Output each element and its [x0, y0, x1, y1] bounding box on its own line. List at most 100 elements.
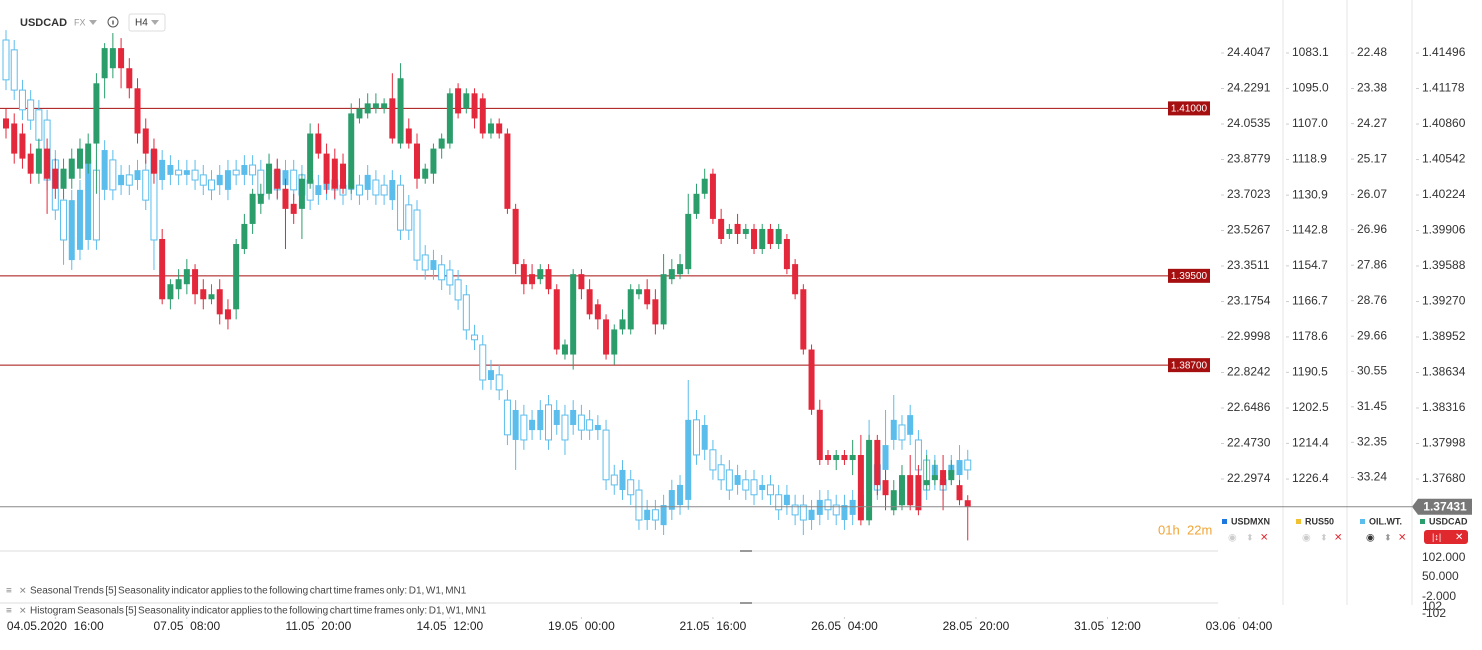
- candle-body: [397, 184, 405, 231]
- candle-body: [619, 319, 626, 330]
- indicator-menu-icon[interactable]: ≡: [6, 606, 12, 617]
- candle-body: [224, 309, 231, 320]
- candle-body: [405, 204, 413, 231]
- candle-body: [159, 238, 166, 300]
- pane-handle[interactable]: [740, 550, 752, 552]
- candle-body: [882, 480, 889, 496]
- candle-body: [849, 455, 856, 461]
- candle-body: [611, 329, 618, 355]
- candle-body: [808, 349, 815, 410]
- legend-swatch: [1420, 519, 1425, 524]
- candle-body: [529, 274, 536, 285]
- move-icon[interactable]: ⬍: [1246, 532, 1254, 542]
- y-tick-label: 23.7023: [1227, 187, 1271, 201]
- candle-body: [923, 480, 930, 486]
- candle-body: [832, 504, 840, 516]
- candle-body: [956, 460, 963, 476]
- candle-body: [356, 108, 363, 119]
- move-icon[interactable]: ⬍: [1384, 532, 1392, 542]
- candle-body: [126, 68, 133, 89]
- candle-body: [890, 490, 897, 511]
- candle-body: [19, 133, 26, 159]
- indicator-menu-icon[interactable]: ≡: [6, 586, 12, 597]
- candle-body: [274, 168, 281, 189]
- candle-body: [742, 228, 749, 234]
- candle-body: [931, 475, 938, 481]
- series-menu[interactable]: [1424, 530, 1468, 544]
- candle-body: [610, 474, 618, 486]
- candle-body: [841, 455, 848, 461]
- candle-body: [824, 499, 832, 511]
- y-tick-label: 1130.9: [1292, 187, 1328, 201]
- move-icon[interactable]: ⬍: [1320, 532, 1328, 542]
- candle-body: [849, 499, 856, 515]
- remove-icon[interactable]: ✕: [1398, 533, 1406, 544]
- candle-body: [381, 103, 388, 109]
- candle-body: [841, 505, 848, 521]
- candle-body: [101, 48, 108, 79]
- timeframe-box[interactable]: [128, 13, 166, 32]
- candle-body: [290, 169, 298, 191]
- dropdown-icon[interactable]: [89, 20, 97, 25]
- candle-body: [479, 98, 486, 134]
- y-tick-label: 22.2974: [1227, 471, 1271, 485]
- candle-body: [471, 93, 478, 119]
- candle-body: [586, 419, 594, 431]
- remove-icon[interactable]: ✕: [1334, 533, 1342, 544]
- candle-body: [660, 274, 667, 325]
- candle-body: [495, 374, 503, 391]
- visibility-icon[interactable]: ◉: [1302, 533, 1311, 544]
- candle-body: [964, 459, 972, 471]
- candle-body: [487, 123, 494, 134]
- candle-body: [175, 279, 182, 290]
- candle-body: [167, 165, 174, 175]
- dropdown-icon: [151, 20, 159, 25]
- candle-body: [372, 103, 379, 109]
- y-tick-label: 24.27: [1357, 116, 1387, 130]
- info-icon[interactable]: [107, 16, 119, 28]
- remove-icon[interactable]: ✕: [1260, 533, 1268, 544]
- candle-body: [520, 414, 528, 441]
- indicator-remove-icon[interactable]: ✕: [19, 605, 27, 615]
- candle-body: [60, 168, 67, 189]
- candle-body: [282, 188, 289, 209]
- legend-label: RUS50: [1305, 516, 1334, 526]
- candle-body: [372, 179, 380, 196]
- candle-body: [825, 455, 831, 461]
- legend-swatch: [1360, 519, 1365, 524]
- candle-body: [577, 414, 585, 431]
- level-label: 1.39500: [1171, 271, 1208, 282]
- candle-body: [701, 424, 708, 450]
- legend-label: USDMXN: [1231, 516, 1270, 526]
- candle-body: [142, 128, 149, 154]
- candle-body: [331, 158, 338, 189]
- candle-body: [438, 264, 446, 281]
- candle-body: [627, 289, 634, 330]
- pane-handle[interactable]: [740, 602, 752, 604]
- candle-body: [734, 475, 741, 485]
- candle-body: [570, 409, 577, 425]
- visibility-icon[interactable]: ◉: [1366, 533, 1375, 544]
- y-tick-label: 23.1754: [1227, 294, 1271, 308]
- y-tick-label: 24.2291: [1227, 81, 1271, 95]
- candle-body: [241, 223, 248, 250]
- candle-body: [389, 98, 396, 139]
- visibility-icon[interactable]: ◉: [1228, 533, 1237, 544]
- candle-body: [118, 174, 125, 186]
- candle-body: [537, 269, 544, 280]
- candle-body: [35, 148, 42, 174]
- x-tick-label: 04.05.2020 16:00: [7, 619, 104, 633]
- y-tick-label: 23.5267: [1227, 223, 1271, 237]
- candle-body: [940, 470, 947, 486]
- candle-body: [717, 464, 725, 481]
- candle-body: [725, 469, 733, 491]
- candle-body: [964, 500, 971, 507]
- indicator-remove-icon[interactable]: ✕: [19, 585, 27, 595]
- candle-body: [545, 404, 553, 441]
- level-label: 1.38700: [1171, 360, 1208, 371]
- candle-body: [915, 475, 922, 511]
- candle-body: [792, 264, 799, 295]
- candle-body: [200, 289, 207, 300]
- candle-body: [11, 123, 18, 154]
- y-tick-label: 1.41496: [1422, 45, 1466, 59]
